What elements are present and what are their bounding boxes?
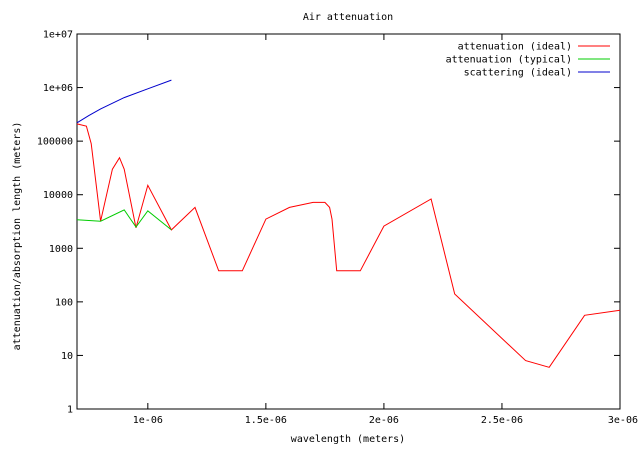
y-tick-label: 1e+07 xyxy=(43,30,73,41)
legend-label: attenuation (typical) xyxy=(446,55,572,66)
y-tick-label: 1 xyxy=(67,405,73,416)
y-tick-label: 1000 xyxy=(49,244,73,255)
legend-label: attenuation (ideal) xyxy=(458,42,572,53)
x-tick-label: 1e-06 xyxy=(133,415,163,426)
series-line-2 xyxy=(76,209,172,231)
x-tick-label: 2.5e-06 xyxy=(481,415,523,426)
y-tick-label: 100 xyxy=(55,297,73,308)
x-axis-label: wavelength (meters) xyxy=(291,434,405,445)
x-tick-label: 1.5e-06 xyxy=(245,415,287,426)
y-axis-label: attenuation/absorption length (meters) xyxy=(12,122,23,351)
series-group xyxy=(76,79,621,368)
chart-title: Air attenuation xyxy=(303,12,393,23)
plot-border xyxy=(76,33,621,410)
y-axis-ticks: 1 10 100 1000 10000 100000 1e+06 1e+07 xyxy=(37,30,620,416)
y-tick-label: 1e+06 xyxy=(43,83,73,94)
y-tick-label: 100000 xyxy=(37,137,73,148)
x-tick-label: 3e-06 xyxy=(608,415,638,426)
series-line-1 xyxy=(76,123,621,368)
y-tick-label: 10 xyxy=(61,351,73,362)
y-tick-label: 10000 xyxy=(43,190,73,201)
legend-label: scattering (ideal) xyxy=(464,68,572,79)
x-tick-label: 2e-06 xyxy=(369,415,399,426)
legend: attenuation (ideal) attenuation (typical)… xyxy=(446,42,610,79)
x-axis-ticks: 1e-06 1.5e-06 2e-06 2.5e-06 3e-06 xyxy=(133,34,638,426)
plot-frame xyxy=(76,33,621,410)
series-line-3 xyxy=(76,79,172,124)
